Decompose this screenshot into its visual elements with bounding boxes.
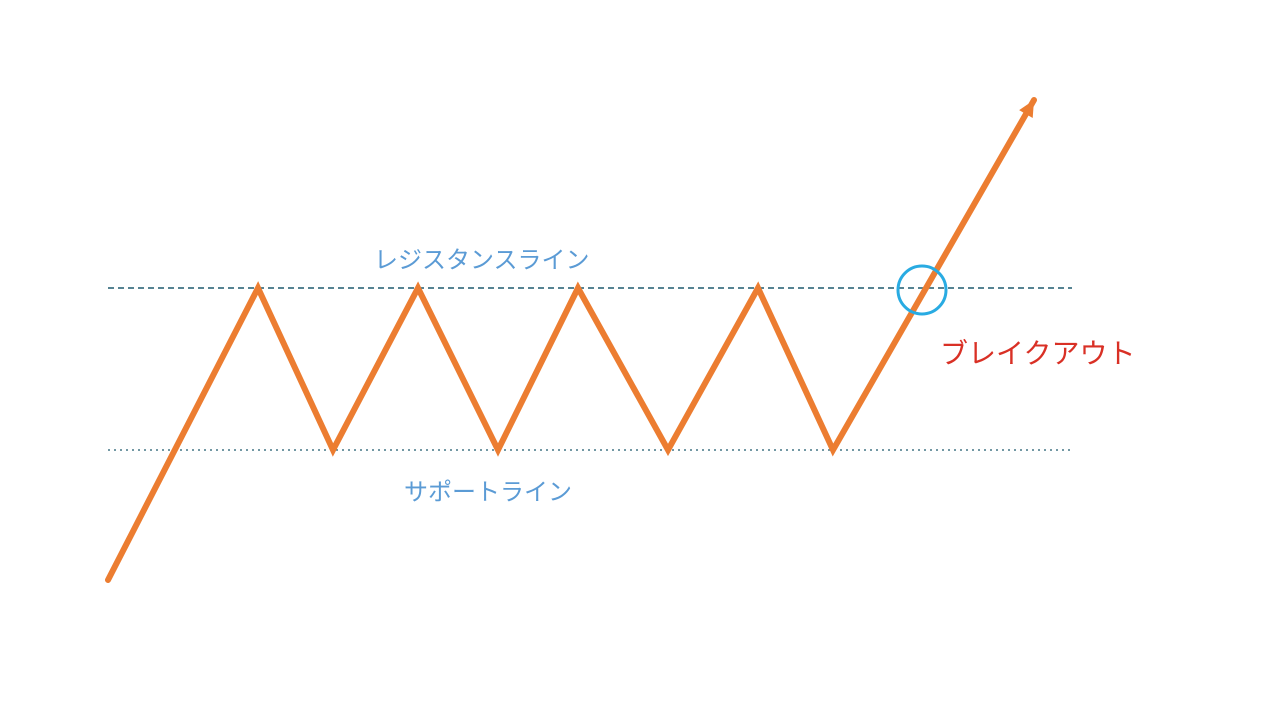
diagram-canvas: レジスタンスライン サポートライン ブレイクアウト <box>0 0 1280 720</box>
breakout-label: ブレイクアウト <box>940 332 1135 372</box>
price-path <box>108 100 1034 580</box>
resistance-label: レジスタンスライン <box>374 240 590 275</box>
support-label: サポートライン <box>404 472 572 507</box>
